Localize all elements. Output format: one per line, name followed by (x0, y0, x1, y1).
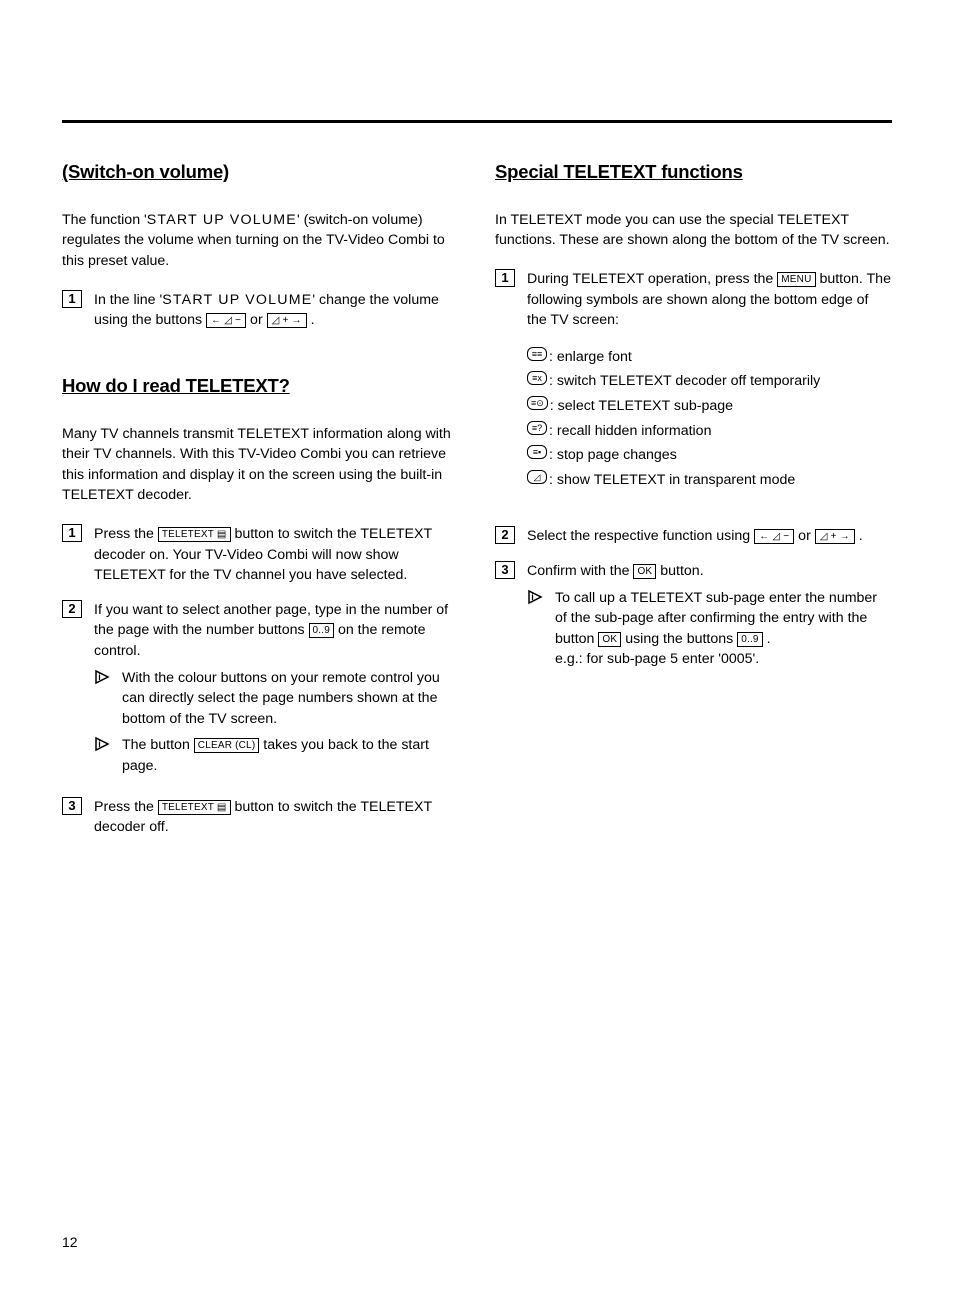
step-number-3: 3 (495, 561, 515, 579)
svg-text:i: i (98, 672, 101, 682)
svg-text:i: i (98, 739, 101, 749)
step-body: In the line 'START UP VOLUME' change the… (94, 290, 459, 331)
special-step-1: 1 During TELETEXT operation, press the M… (495, 269, 892, 512)
text: : recall hidden information (549, 421, 711, 442)
ok-button: OK (598, 632, 621, 647)
text: The button CLEAR (CL) takes you back to … (122, 735, 459, 776)
step-number-2: 2 (495, 526, 515, 544)
text: The function ' (62, 212, 147, 228)
text: Select the respective function using (527, 528, 754, 544)
text: . (307, 312, 315, 328)
heading-special-teletext: Special TELETEXT functions (495, 159, 892, 186)
teletext-symbol-list: ≡≡: enlarge font ≡x: switch TELETEXT dec… (527, 347, 892, 491)
enlarge-font-icon: ≡≡ (527, 347, 547, 361)
step-body: During TELETEXT operation, press the MEN… (527, 269, 892, 512)
heading-switch-on-volume: (Switch-on volume) (62, 159, 459, 186)
content-columns: (Switch-on volume) The function 'START U… (62, 159, 892, 852)
text: . (855, 528, 863, 544)
info-subpage: i To call up a TELETEXT sub-page enter t… (527, 588, 892, 670)
read-step-1: 1 Press the TELETEXT ▤ button to switch … (62, 524, 459, 586)
text: or (246, 312, 267, 328)
info-icon: i (94, 669, 114, 692)
heading-read-teletext: How do I read TELETEXT? (62, 373, 459, 400)
text: With the colour buttons on your remote c… (122, 668, 459, 730)
ok-button: OK (633, 564, 656, 579)
special-intro: In TELETEXT mode you can use the special… (495, 210, 892, 251)
symbol-hidden: ≡?: recall hidden information (527, 421, 892, 442)
step-number-1: 1 (495, 269, 515, 287)
text: During TELETEXT operation, press the (527, 271, 777, 287)
step-body: Press the TELETEXT ▤ button to switch th… (94, 797, 459, 838)
special-step-2: 2 Select the respective function using ←… (495, 526, 892, 547)
teletext-button: TELETEXT ▤ (158, 800, 231, 815)
text: . (763, 631, 771, 647)
svg-text:i: i (531, 592, 534, 602)
text: In the line ' (94, 292, 162, 308)
step-body: Select the respective function using ← ◿… (527, 526, 892, 547)
text: Press the (94, 526, 158, 542)
step-body: If you want to select another page, type… (94, 600, 459, 783)
right-column: Special TELETEXT functions In TELETEXT m… (495, 159, 892, 852)
clear-button: CLEAR (CL) (194, 738, 260, 753)
read-step-3: 3 Press the TELETEXT ▤ button to switch … (62, 797, 459, 838)
volume-up-button: ◿ + → (815, 529, 855, 544)
text: Confirm with the (527, 563, 633, 579)
symbol-stop: ≡▪: stop page changes (527, 445, 892, 466)
left-column: (Switch-on volume) The function 'START U… (62, 159, 459, 852)
switch-on-volume-intro: The function 'START UP VOLUME' (switch-o… (62, 210, 459, 272)
text: : enlarge font (549, 347, 632, 368)
info-icon: i (527, 589, 547, 612)
text: To call up a TELETEXT sub-page enter the… (555, 588, 892, 670)
symbol-enlarge-font: ≡≡: enlarge font (527, 347, 892, 368)
text: using the buttons (621, 631, 737, 647)
start-up-volume-label: START UP VOLUME (162, 292, 312, 308)
step-number-1: 1 (62, 290, 82, 308)
text: The button (122, 737, 194, 753)
start-up-volume-label: START UP VOLUME (147, 212, 297, 228)
symbol-transparent: ◿: show TELETEXT in transparent mode (527, 470, 892, 491)
step-body: Press the TELETEXT ▤ button to switch th… (94, 524, 459, 586)
hidden-info-icon: ≡? (527, 421, 547, 435)
info-icon: i (94, 736, 114, 759)
info-clear-button: i The button CLEAR (CL) takes you back t… (94, 735, 459, 776)
text: e.g.: for sub-page 5 enter '0005'. (555, 651, 759, 667)
text: : show TELETEXT in transparent mode (549, 470, 795, 491)
special-step-3: 3 Confirm with the OK button. i To call … (495, 561, 892, 676)
symbol-decoder-off: ≡x: switch TELETEXT decoder off temporar… (527, 371, 892, 392)
text: button. (656, 563, 703, 579)
read-teletext-intro: Many TV channels transmit TELETEXT infor… (62, 424, 459, 506)
step-number-3: 3 (62, 797, 82, 815)
step-number-2: 2 (62, 600, 82, 618)
volume-down-button: ← ◿ − (206, 313, 246, 328)
number-buttons: 0..9 (309, 623, 334, 638)
transparent-icon: ◿ (527, 470, 547, 484)
text: : stop page changes (549, 445, 677, 466)
top-rule (62, 120, 892, 123)
info-colour-buttons: i With the colour buttons on your remote… (94, 668, 459, 730)
stop-page-icon: ≡▪ (527, 445, 547, 459)
text: or (794, 528, 815, 544)
step-body: Confirm with the OK button. i To call up… (527, 561, 892, 676)
subpage-icon: ≡⊙ (527, 396, 548, 410)
switch-step-1: 1 In the line 'START UP VOLUME' change t… (62, 290, 459, 331)
menu-button: MENU (777, 272, 815, 287)
teletext-button: TELETEXT ▤ (158, 527, 231, 542)
number-buttons: 0..9 (737, 632, 762, 647)
text: : select TELETEXT sub-page (550, 396, 733, 417)
read-step-2: 2 If you want to select another page, ty… (62, 600, 459, 783)
text: Press the (94, 799, 158, 815)
volume-up-button: ◿ + → (267, 313, 307, 328)
symbol-subpage: ≡⊙: select TELETEXT sub-page (527, 396, 892, 417)
decoder-off-icon: ≡x (527, 371, 547, 385)
text: : switch TELETEXT decoder off temporaril… (549, 371, 820, 392)
volume-down-button: ← ◿ − (754, 529, 794, 544)
page-number: 12 (62, 1232, 892, 1252)
step-number-1: 1 (62, 524, 82, 542)
